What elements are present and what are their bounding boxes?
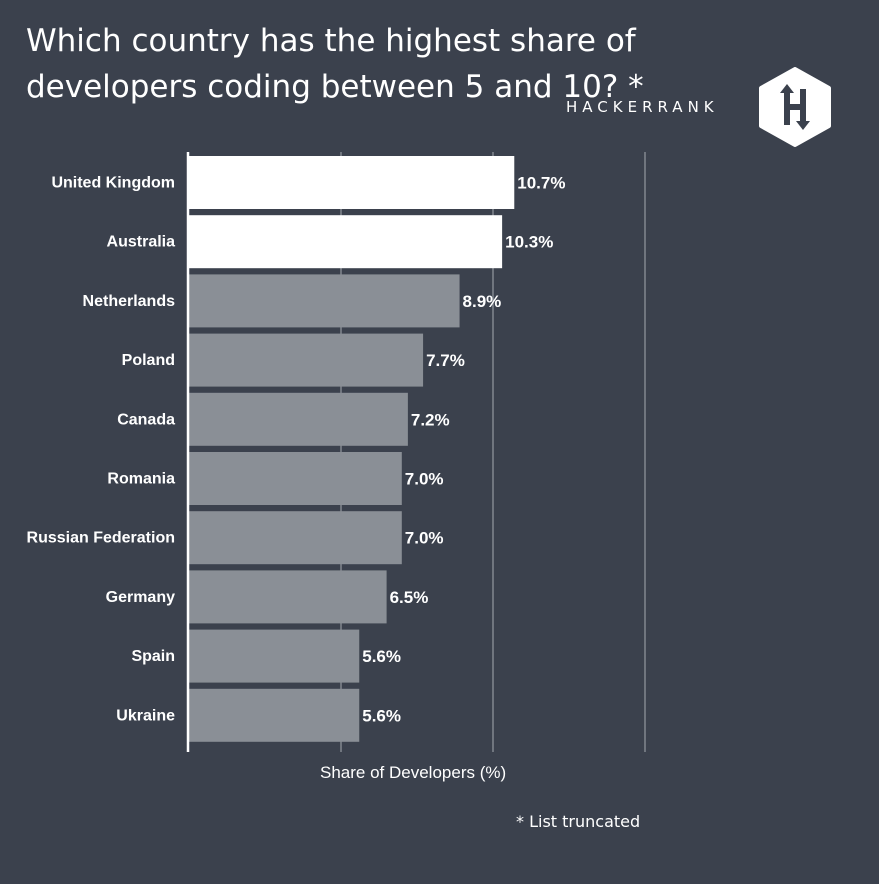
chart-title: Which country has the highest share of d…	[26, 23, 644, 105]
bar-spain	[189, 629, 360, 683]
bar-netherlands	[189, 274, 460, 328]
category-label: Australia	[107, 234, 176, 251]
category-label: United Kingdom	[51, 175, 175, 192]
value-label: 6.5%	[390, 588, 429, 607]
category-label: Russian Federation	[27, 530, 175, 547]
category-label: Ukraine	[116, 707, 175, 724]
value-label: 10.3%	[505, 233, 553, 252]
bar-russian-federation	[189, 511, 402, 565]
bar-romania	[189, 452, 402, 505]
value-label: 5.6%	[362, 706, 401, 725]
value-label: 5.6%	[362, 647, 401, 666]
category-label: Romania	[107, 471, 175, 488]
bar-canada	[189, 392, 408, 446]
bar-australia	[189, 215, 503, 269]
category-label: Poland	[122, 352, 175, 369]
brand-name: HACKERRANK	[566, 98, 719, 116]
value-label: 7.2%	[411, 410, 450, 429]
footnote: * List truncated	[516, 812, 641, 831]
bar-germany	[189, 570, 387, 624]
value-label: 10.7%	[517, 174, 565, 193]
category-label: Netherlands	[83, 293, 176, 310]
value-label: 7.0%	[405, 529, 444, 548]
value-label: 8.9%	[463, 292, 502, 311]
bar-united-kingdom	[189, 156, 515, 209]
hackerrank-logo-icon	[759, 67, 831, 147]
bar-chart: United Kingdom Australia Netherlands Poland…	[27, 152, 646, 752]
category-label: Germany	[106, 589, 175, 606]
category-label: Spain	[131, 648, 175, 665]
x-axis-title: Share of Developers (%)	[320, 763, 507, 782]
value-label: 7.7%	[426, 351, 465, 370]
value-label: 7.0%	[405, 470, 444, 489]
category-label: Canada	[117, 411, 175, 428]
bar-poland	[189, 333, 424, 387]
bar-ukraine	[189, 688, 360, 742]
